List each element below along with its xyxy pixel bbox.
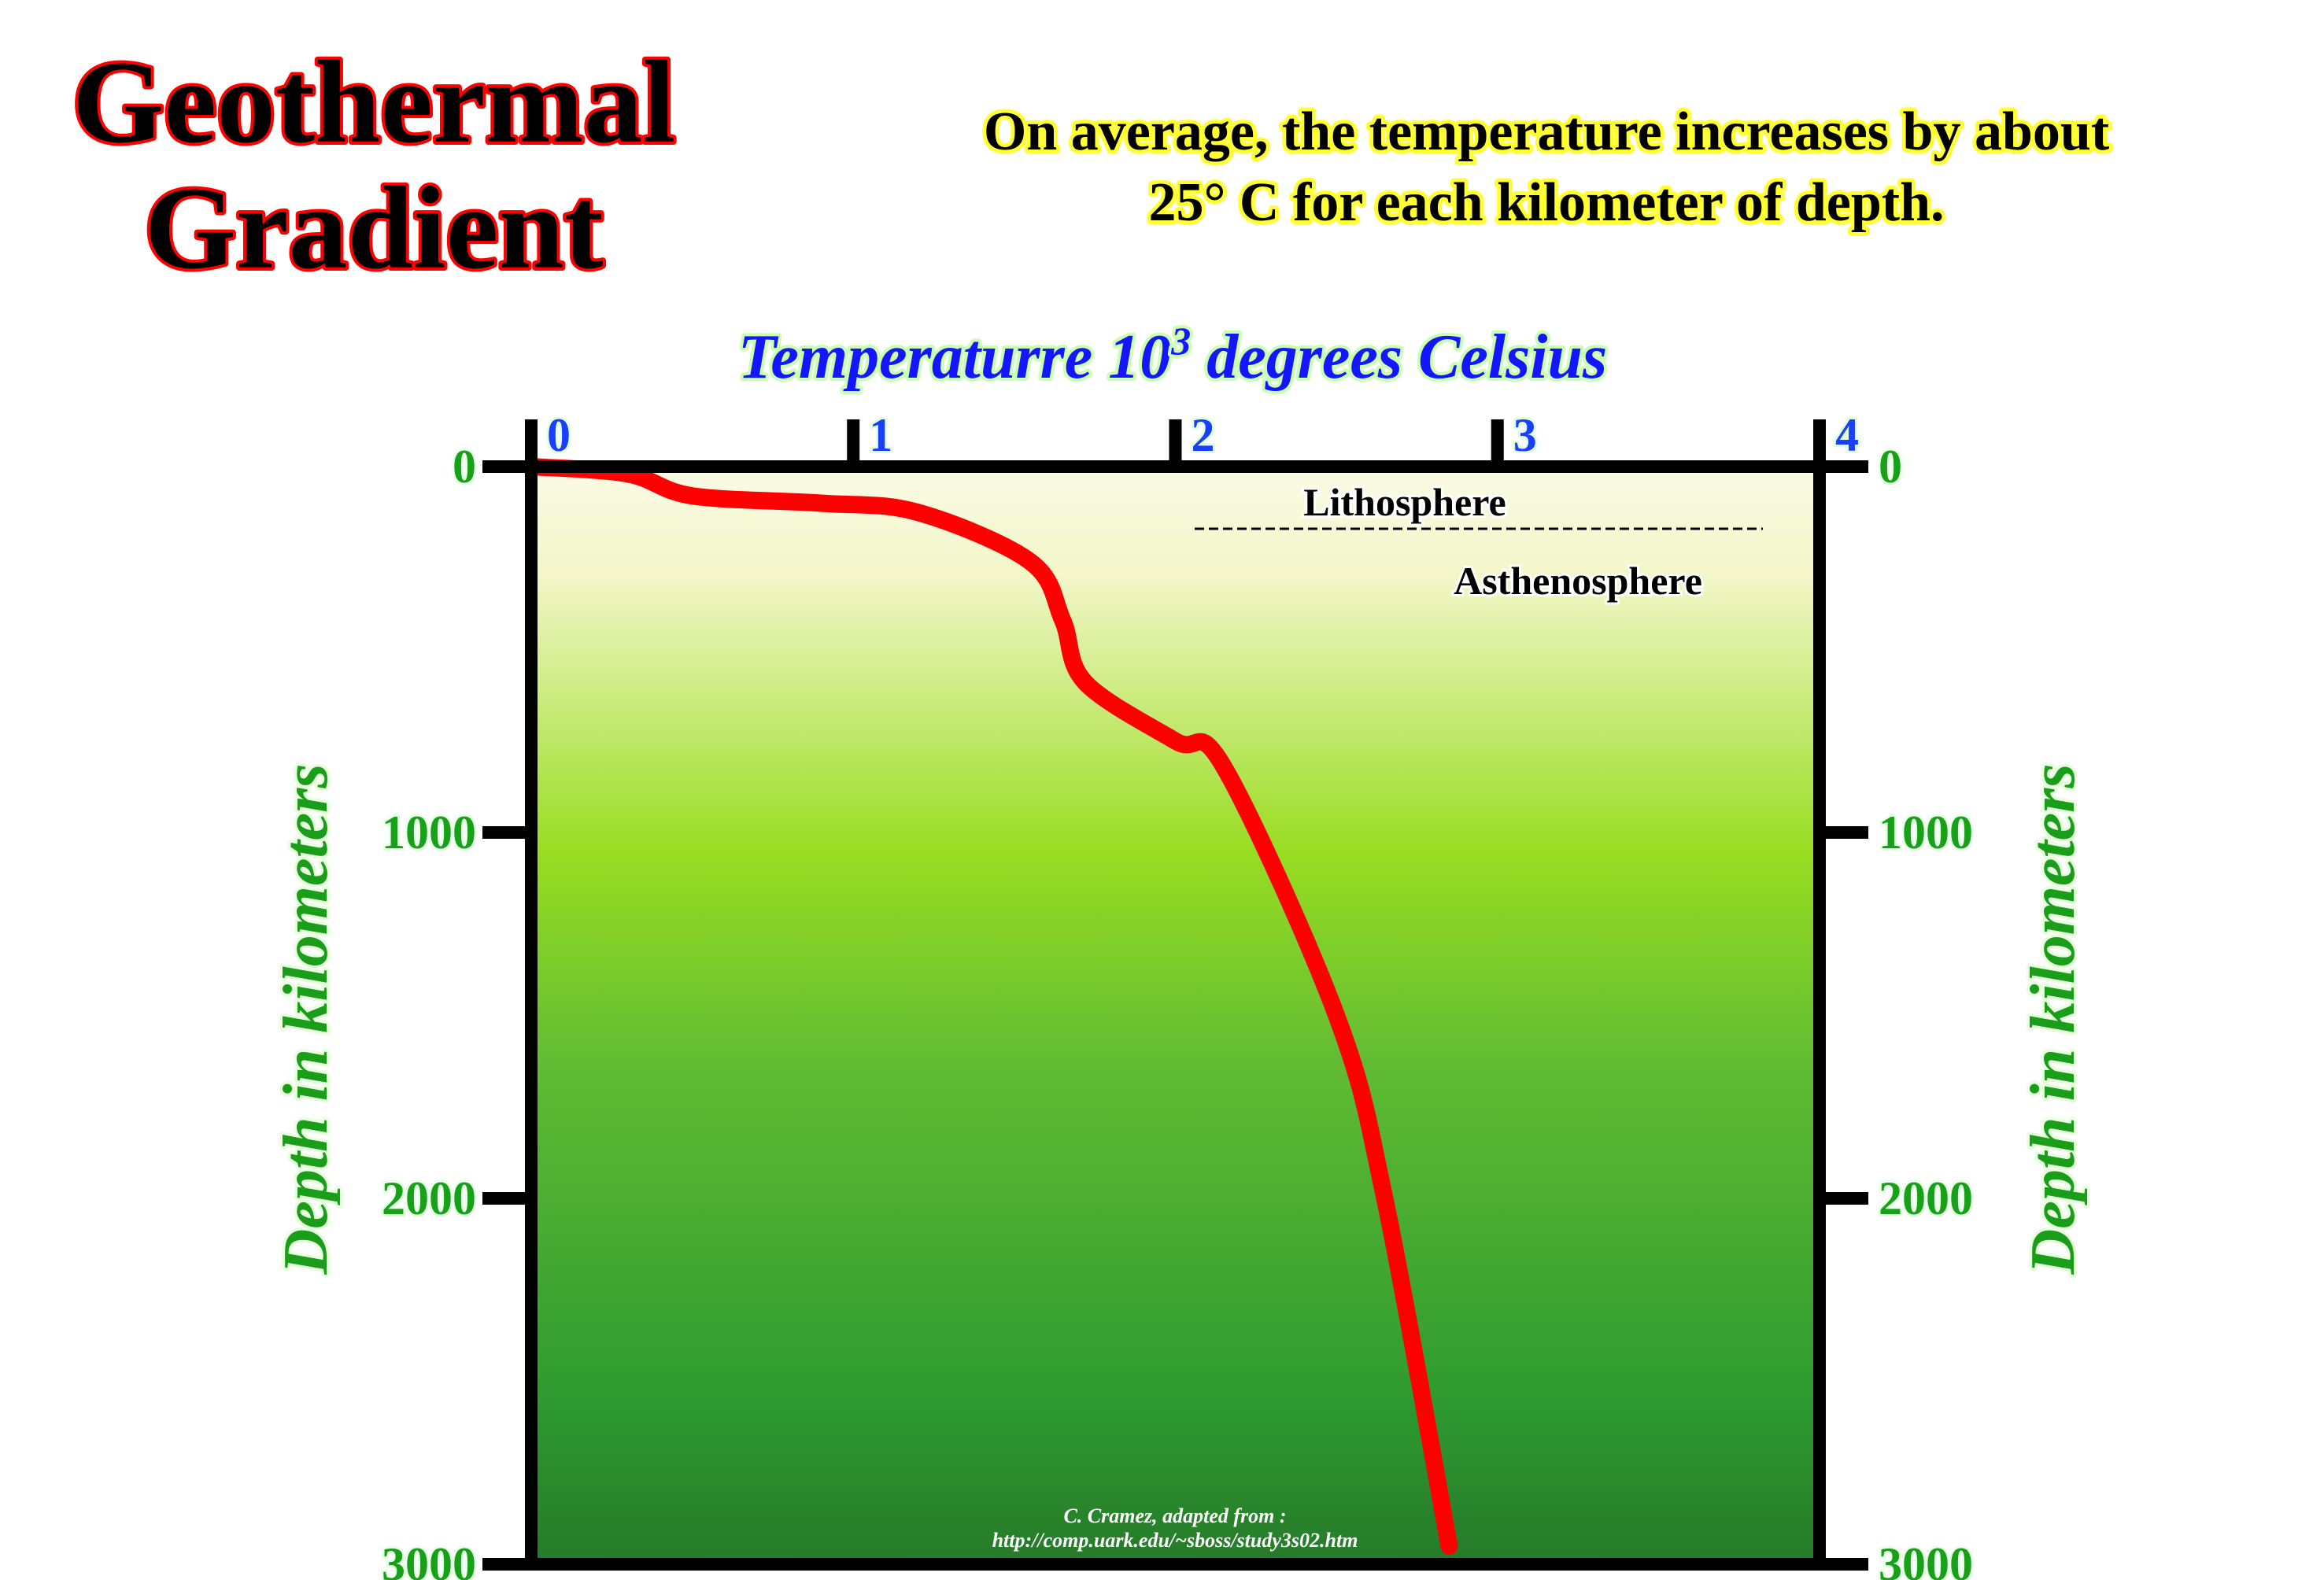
y-tick-label-left: 0 xyxy=(453,441,476,493)
title-line-2: Gradient xyxy=(144,163,603,293)
x-axis-label-sup: 3 xyxy=(1170,319,1191,363)
asthenosphere-label: Asthenosphere xyxy=(1454,559,1702,603)
x-tick-label: 1 xyxy=(869,409,892,461)
x-tick-label: 2 xyxy=(1192,409,1215,461)
y-tick-label-left: 2000 xyxy=(382,1172,476,1224)
y-axis-label-right: Depth in kilometers xyxy=(2019,764,2088,1275)
x-tick-label: 3 xyxy=(1513,409,1537,461)
lithosphere-label: Lithosphere xyxy=(1303,480,1506,524)
x-axis-label: Temperaturre 103 degrees Celsius xyxy=(738,319,1607,392)
credit-line-2: http://comp.uark.edu/~sboss/study3s02.ht… xyxy=(992,1529,1358,1552)
geotherm-curve xyxy=(523,458,1458,1555)
y-tick-label-right: 1000 xyxy=(1879,807,1973,858)
x-axis-label-tail: degrees Celsius xyxy=(1191,323,1607,392)
x-tick-label: 0 xyxy=(547,409,571,461)
x-axis-label-main: Temperaturre 10 xyxy=(738,323,1171,392)
y-axis-label-left: Depth in kilometers xyxy=(272,764,341,1275)
credit-line-1: C. Cramez, adapted from : xyxy=(1063,1504,1286,1527)
y-tick-label-right: 0 xyxy=(1879,441,1902,493)
x-ticks: 0 1 2 3 4 xyxy=(525,407,1861,467)
x-tick-label: 4 xyxy=(1835,409,1859,461)
title-line-1: Geothermal xyxy=(72,37,675,168)
y-tick-label-left: 1000 xyxy=(382,807,476,858)
subtitle-line-2: 25° C for each kilometer of depth. xyxy=(1148,172,1944,233)
subtitle-line-1: On average, the temperature increases by… xyxy=(984,102,2109,162)
y-tick-label-right: 2000 xyxy=(1879,1172,1973,1224)
y-tick-label-right: 3000 xyxy=(1879,1538,1973,1580)
y-ticks: 0 0 1000 1000 2000 2000 3000 3000 xyxy=(379,438,1975,1580)
y-tick-label-left: 3000 xyxy=(382,1538,476,1580)
plot-area xyxy=(531,467,1820,1564)
